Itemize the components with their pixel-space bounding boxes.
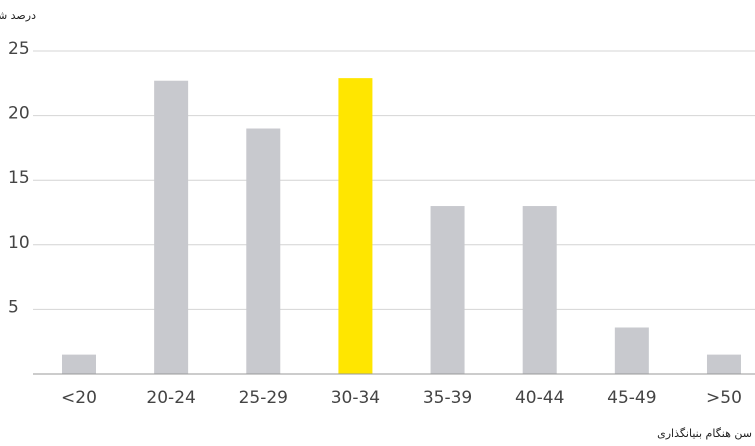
bar xyxy=(338,78,373,374)
bar xyxy=(430,206,465,374)
bar xyxy=(522,206,557,374)
x-tick-label: 30-34 xyxy=(331,388,380,408)
x-tick-label: 35-39 xyxy=(423,388,472,408)
x-tick-label: 40-44 xyxy=(515,388,564,408)
x-tick-label: >50 xyxy=(706,388,742,408)
x-tick-label: <20 xyxy=(61,388,97,408)
bar xyxy=(246,128,281,374)
y-tick-label: 15 xyxy=(8,168,30,188)
x-tick-label: 25-29 xyxy=(239,388,288,408)
bar xyxy=(62,354,96,374)
y-tick-label: 20 xyxy=(8,104,30,124)
bar xyxy=(154,80,189,374)
x-tick-label: 45-49 xyxy=(607,388,656,408)
bar xyxy=(706,354,741,374)
y-tick-label: 5 xyxy=(8,297,19,317)
x-axis-label: سن هنگام بنیانگذاری xyxy=(657,427,752,440)
bar xyxy=(614,327,649,374)
y-axis-label: درصد شرکت‌ها xyxy=(0,9,36,22)
y-tick-label: 25 xyxy=(8,39,30,59)
x-tick-label: 20-24 xyxy=(146,388,195,408)
y-tick-label: 10 xyxy=(8,233,30,253)
